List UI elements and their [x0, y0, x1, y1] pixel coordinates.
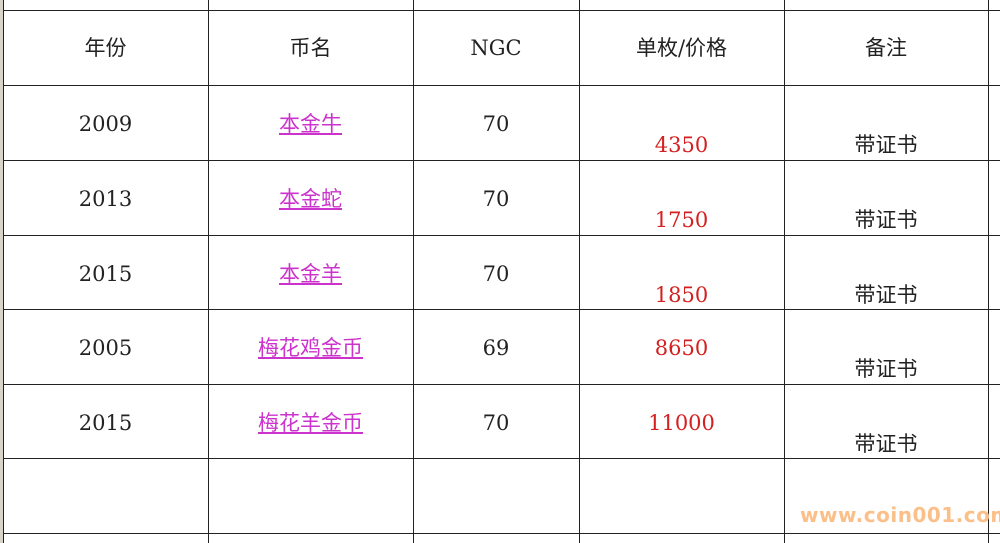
grid-col-line [413, 0, 414, 543]
coin-link[interactable]: 梅花羊金币 [258, 411, 363, 435]
coin-link[interactable]: 梅花鸡金币 [258, 336, 363, 360]
header-name: 币名 [289, 36, 332, 60]
grid-row-line [3, 235, 1000, 236]
grid-row-line [3, 85, 1000, 86]
header-note: 备注 [865, 36, 907, 60]
cell-price: 1850 [654, 283, 709, 307]
header-year: 年份 [84, 36, 127, 60]
cell-note: 带证书 [854, 208, 918, 232]
coin-link[interactable]: 本金牛 [279, 112, 342, 136]
cell-ngc: 70 [482, 262, 510, 286]
coin-link[interactable]: 本金蛇 [279, 187, 342, 211]
grid-col-line [784, 0, 785, 543]
grid-row-line [3, 533, 1000, 534]
grid-col-line [3, 0, 4, 543]
cell-price: 1750 [654, 208, 709, 232]
watermark: www.coin001.com [800, 503, 1000, 527]
cell-price: 4350 [654, 133, 709, 157]
cell-note: 带证书 [854, 432, 918, 456]
grid-col-line [208, 0, 209, 543]
cell-ngc: 70 [482, 187, 510, 211]
grid-row-line [3, 309, 1000, 310]
cell-note: 带证书 [854, 133, 918, 157]
header-ngc: NGC [470, 36, 522, 60]
cell-ngc: 70 [482, 112, 510, 136]
sheet-edge [0, 0, 3, 543]
cell-price: 8650 [654, 336, 709, 360]
grid-row-line [3, 160, 1000, 161]
header-price: 单枚/价格 [635, 36, 728, 60]
grid-row-line [3, 10, 1000, 11]
grid-col-line [988, 0, 989, 543]
cell-ngc: 69 [482, 336, 510, 360]
cell-year: 2013 [78, 187, 133, 211]
cell-ngc: 70 [482, 411, 510, 435]
cell-year: 2009 [78, 112, 133, 136]
cell-note: 带证书 [854, 357, 918, 381]
coin-link[interactable]: 本金羊 [279, 262, 342, 286]
grid-row-line [3, 458, 1000, 459]
grid-col-line [579, 0, 580, 543]
cell-year: 2005 [78, 336, 133, 360]
grid-row-line [3, 384, 1000, 385]
cell-year: 2015 [78, 411, 133, 435]
cell-price: 11000 [648, 411, 715, 435]
cell-note: 带证书 [854, 283, 918, 307]
cell-year: 2015 [78, 262, 133, 286]
